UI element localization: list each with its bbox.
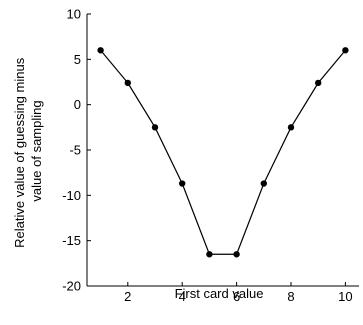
series-line [100, 49, 346, 255]
x-tick-label: 10 [338, 289, 352, 304]
data-point [342, 47, 349, 54]
plot-frame [86, 14, 359, 287]
y-tick-label: -10 [62, 188, 81, 203]
x-tick-label: 8 [287, 289, 294, 304]
x-axis-ticks: 2 4 6 8 10 [124, 282, 353, 304]
data-point [179, 180, 186, 187]
y-tick-label: 5 [74, 52, 81, 67]
y-axis-ticks: 10 5 0 -5 -10 -15 -20 [62, 7, 91, 294]
data-point [233, 251, 240, 258]
data-point [97, 47, 104, 54]
x-tick-label: 6 [233, 289, 240, 304]
y-tick-label: 0 [74, 97, 81, 112]
y-tick-label: -5 [69, 143, 81, 158]
x-axis-label: First card value [175, 286, 264, 301]
data-point [315, 79, 322, 87]
data-point [206, 251, 213, 258]
data-point [287, 124, 295, 131]
data-point [124, 79, 131, 87]
data-point [151, 124, 159, 131]
y-tick-label: -20 [62, 279, 81, 294]
y-axis-label: Relative value of guessing minus value o… [12, 54, 44, 248]
series-group [97, 47, 349, 258]
y-tick-label: 10 [67, 7, 81, 22]
y-tick-label: -15 [62, 233, 81, 248]
data-point [260, 180, 267, 187]
x-tick-label: 2 [124, 289, 131, 304]
y-axis-label-line-2: value of sampling [29, 100, 44, 201]
y-axis-label-line-1: Relative value of guessing minus [12, 57, 27, 248]
x-tick-label: 4 [179, 289, 186, 304]
